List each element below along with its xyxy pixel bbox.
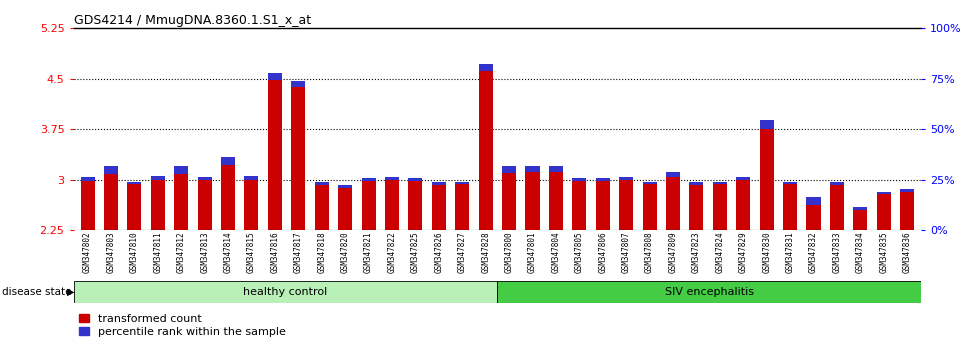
Bar bbox=[198, 180, 212, 230]
Bar bbox=[409, 178, 422, 181]
Bar bbox=[549, 166, 563, 172]
Bar bbox=[127, 182, 141, 184]
Legend: transformed count, percentile rank within the sample: transformed count, percentile rank withi… bbox=[79, 314, 286, 337]
Bar bbox=[385, 180, 399, 230]
Bar bbox=[783, 184, 797, 230]
Bar bbox=[174, 166, 188, 174]
Bar bbox=[315, 182, 328, 185]
Bar bbox=[432, 185, 446, 230]
Bar bbox=[736, 177, 751, 180]
Bar bbox=[525, 166, 540, 172]
Text: ▶: ▶ bbox=[67, 287, 74, 297]
Bar bbox=[643, 182, 657, 184]
Text: SIV encephalitis: SIV encephalitis bbox=[664, 287, 754, 297]
Bar bbox=[409, 181, 422, 230]
Bar bbox=[502, 166, 516, 173]
Bar bbox=[151, 180, 165, 230]
Bar bbox=[362, 178, 375, 181]
Bar bbox=[619, 180, 633, 230]
Bar bbox=[502, 173, 516, 230]
Bar bbox=[854, 210, 867, 230]
Bar bbox=[268, 80, 282, 230]
Bar bbox=[900, 192, 914, 230]
Bar bbox=[807, 205, 820, 230]
Bar bbox=[854, 207, 867, 210]
Bar bbox=[244, 180, 259, 230]
Bar bbox=[525, 172, 540, 230]
Bar bbox=[760, 120, 773, 129]
Bar bbox=[596, 178, 610, 181]
Bar bbox=[198, 177, 212, 180]
Bar bbox=[689, 185, 704, 230]
Bar bbox=[807, 197, 820, 205]
Bar bbox=[104, 166, 118, 174]
Text: disease state: disease state bbox=[2, 287, 72, 297]
Bar bbox=[572, 178, 586, 181]
Bar bbox=[315, 185, 328, 230]
Bar bbox=[174, 174, 188, 230]
Bar bbox=[877, 192, 891, 194]
Bar bbox=[478, 71, 493, 230]
Bar bbox=[736, 180, 751, 230]
Bar bbox=[760, 129, 773, 230]
Bar bbox=[432, 182, 446, 185]
Bar bbox=[549, 172, 563, 230]
Bar bbox=[80, 177, 95, 181]
Bar bbox=[74, 281, 497, 303]
Bar bbox=[596, 181, 610, 230]
Bar bbox=[666, 172, 680, 177]
Bar bbox=[80, 181, 95, 230]
Bar bbox=[127, 184, 141, 230]
Bar bbox=[221, 165, 235, 230]
Text: GDS4214 / MmugDNA.8360.1.S1_x_at: GDS4214 / MmugDNA.8360.1.S1_x_at bbox=[74, 14, 311, 27]
Bar bbox=[338, 188, 352, 230]
Bar bbox=[385, 177, 399, 180]
Bar bbox=[712, 182, 727, 184]
Bar bbox=[151, 176, 165, 180]
Bar bbox=[221, 157, 235, 165]
Bar bbox=[244, 176, 259, 180]
Bar bbox=[497, 281, 921, 303]
Bar bbox=[900, 189, 914, 192]
Bar bbox=[830, 185, 844, 230]
Bar bbox=[666, 177, 680, 230]
Bar bbox=[478, 64, 493, 71]
Bar bbox=[712, 184, 727, 230]
Bar bbox=[268, 73, 282, 80]
Bar bbox=[643, 184, 657, 230]
Bar bbox=[455, 182, 469, 184]
Bar bbox=[455, 184, 469, 230]
Bar bbox=[689, 182, 704, 185]
Bar bbox=[291, 87, 306, 230]
Text: healthy control: healthy control bbox=[243, 287, 327, 297]
Bar bbox=[783, 182, 797, 184]
Bar bbox=[362, 181, 375, 230]
Bar bbox=[877, 194, 891, 230]
Bar bbox=[572, 181, 586, 230]
Bar bbox=[830, 182, 844, 185]
Bar bbox=[291, 81, 306, 87]
Bar bbox=[619, 177, 633, 180]
Bar bbox=[338, 185, 352, 188]
Bar bbox=[104, 174, 118, 230]
